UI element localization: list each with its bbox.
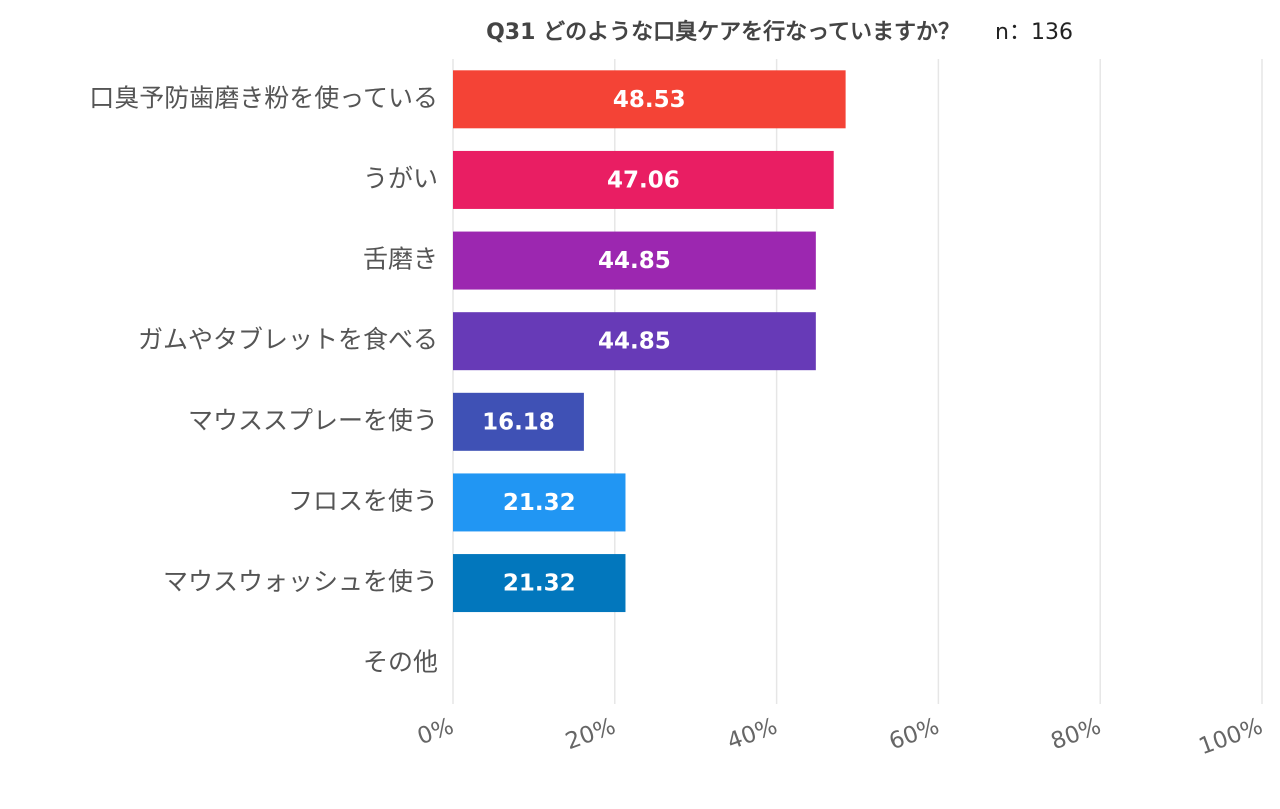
- chart-subtitle: n：136: [995, 20, 1073, 45]
- bar: [453, 312, 816, 371]
- chart-title: Q31 どのような口臭ケアを行なっていますか？: [486, 19, 960, 45]
- bar: [453, 150, 834, 209]
- x-tick-label: 40%: [724, 713, 781, 755]
- x-tick-label: 0%: [414, 713, 457, 750]
- bar: [453, 70, 846, 129]
- y-tick-label: うがい: [363, 164, 438, 193]
- value-label: 44.85: [598, 248, 671, 274]
- x-tick-label: 80%: [1048, 713, 1105, 755]
- value-label: 48.53: [613, 87, 686, 113]
- bar: [453, 392, 584, 451]
- y-tick-label: マウスウォッシュを使う: [163, 567, 438, 596]
- value-label: 47.06: [607, 167, 680, 193]
- value-label: 16.18: [482, 409, 555, 435]
- bar: [453, 554, 626, 613]
- x-tick-label: 60%: [886, 713, 943, 755]
- bar: [453, 231, 816, 290]
- x-tick-label: 100%: [1196, 713, 1267, 760]
- value-label: 21.32: [503, 571, 576, 597]
- y-tick-label: 舌磨き: [363, 245, 438, 274]
- x-tick-label: 20%: [562, 713, 619, 755]
- value-label: 44.85: [598, 329, 671, 355]
- y-tick-label: 口臭予防歯磨き粉を使っている: [89, 83, 438, 112]
- value-label: 21.32: [503, 490, 576, 516]
- y-tick-label: その他: [363, 648, 438, 677]
- y-tick-label: マウススプレーを使う: [188, 406, 438, 435]
- bar: [453, 473, 626, 532]
- y-tick-label: フロスを使う: [288, 486, 438, 515]
- y-tick-label: ガムやタブレットを食べる: [138, 325, 438, 354]
